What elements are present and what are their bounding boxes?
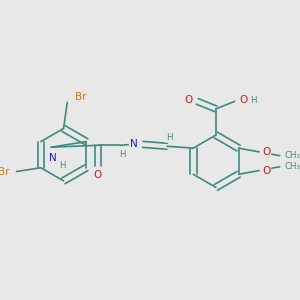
Text: O: O — [262, 147, 271, 157]
Text: N: N — [49, 153, 57, 164]
Text: H: H — [250, 96, 256, 105]
Text: N: N — [130, 140, 137, 149]
Text: CH₃: CH₃ — [285, 162, 300, 171]
Text: O: O — [239, 95, 247, 106]
Text: O: O — [185, 95, 193, 106]
Text: H: H — [119, 150, 125, 159]
Text: CH₃: CH₃ — [285, 151, 300, 160]
Text: O: O — [94, 170, 102, 180]
Text: O: O — [262, 166, 271, 176]
Text: H: H — [59, 161, 66, 170]
Text: Br: Br — [75, 92, 86, 102]
Text: Br: Br — [0, 167, 9, 176]
Text: H: H — [166, 133, 172, 142]
